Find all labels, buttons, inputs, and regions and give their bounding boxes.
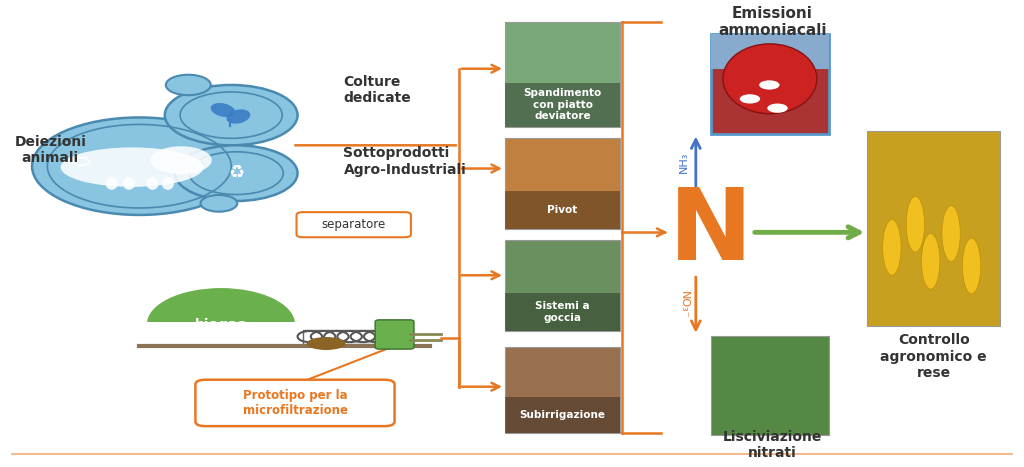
Text: Pivot: Pivot [548,205,578,215]
Ellipse shape [146,177,159,190]
FancyBboxPatch shape [375,320,414,349]
Ellipse shape [162,177,174,190]
FancyBboxPatch shape [867,131,1000,326]
Text: N: N [670,184,753,281]
Circle shape [201,195,238,212]
FancyBboxPatch shape [297,212,411,237]
Ellipse shape [906,196,925,252]
Text: Colture
dedicate: Colture dedicate [343,75,412,105]
FancyBboxPatch shape [505,293,621,331]
Text: Deiezioni
animali: Deiezioni animali [14,135,86,165]
FancyBboxPatch shape [505,22,621,127]
FancyBboxPatch shape [505,347,621,433]
Text: Spandimento
con piatto
deviatore: Spandimento con piatto deviatore [523,88,602,121]
FancyBboxPatch shape [196,380,394,426]
Ellipse shape [146,288,295,360]
Text: NH₃: NH₃ [679,151,688,173]
Ellipse shape [211,103,236,117]
Ellipse shape [883,219,901,275]
Circle shape [166,75,211,95]
FancyBboxPatch shape [505,191,621,229]
Text: Prototipo per la
microfiltrazione: Prototipo per la microfiltrazione [243,389,348,417]
FancyBboxPatch shape [711,34,828,134]
Text: Sistemi a
goccia: Sistemi a goccia [536,301,590,323]
Text: Sottoprodotti
Agro-Industriali: Sottoprodotti Agro-Industriali [343,147,466,177]
Circle shape [759,80,779,90]
Ellipse shape [942,205,961,262]
Circle shape [165,85,298,145]
FancyBboxPatch shape [711,34,828,69]
FancyBboxPatch shape [142,322,301,361]
Ellipse shape [307,337,345,350]
Ellipse shape [105,177,118,190]
Ellipse shape [60,148,204,187]
Circle shape [32,118,247,215]
Text: separatore: separatore [322,218,386,231]
FancyBboxPatch shape [505,397,621,433]
FancyBboxPatch shape [505,138,621,229]
FancyBboxPatch shape [505,83,621,127]
Text: Controllo
agronomico e
rese: Controllo agronomico e rese [881,333,987,380]
Ellipse shape [123,177,135,190]
Text: NO₃⁻: NO₃⁻ [679,291,688,318]
Ellipse shape [226,109,250,124]
Ellipse shape [723,44,817,114]
Text: Subirrigazione: Subirrigazione [519,410,605,420]
Circle shape [739,94,760,104]
Text: ♻: ♻ [228,165,245,183]
Text: biogas: biogas [196,318,247,333]
Circle shape [767,104,787,113]
Circle shape [151,146,212,174]
FancyBboxPatch shape [505,241,621,331]
Circle shape [175,145,298,201]
Text: Lisciviazione
nitrati: Lisciviazione nitrati [723,430,822,460]
Ellipse shape [922,234,940,289]
Text: Emissioni
ammoniacali: Emissioni ammoniacali [718,6,826,38]
FancyBboxPatch shape [711,336,828,435]
Ellipse shape [963,238,981,294]
